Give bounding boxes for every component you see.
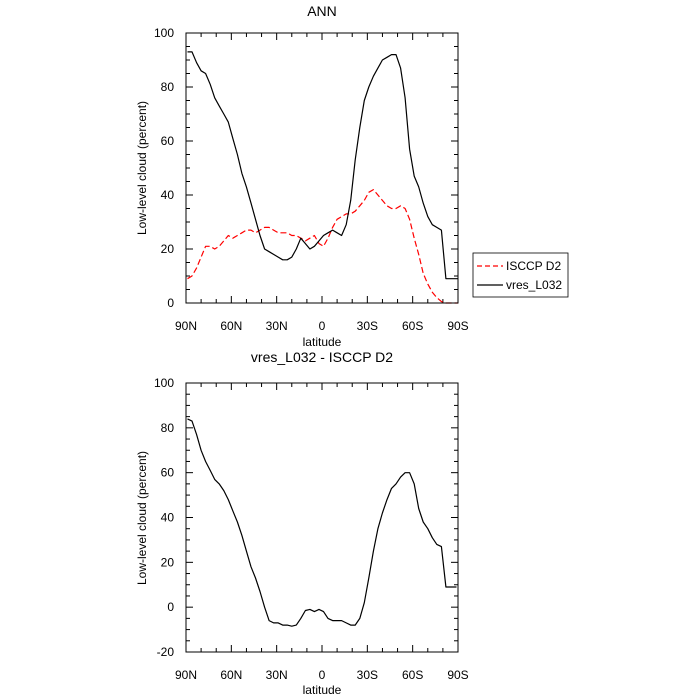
series-line-vres-l032-isccp-d2 xyxy=(187,418,457,627)
legend-label-vres: vres_L032 xyxy=(506,278,562,292)
x-tick-label: 60N xyxy=(220,668,242,682)
x-tick-label: 60S xyxy=(402,668,423,682)
legend-label-isccp: ISCCP D2 xyxy=(506,259,561,273)
x-axis-label: latitude xyxy=(303,335,342,349)
plot-frame xyxy=(185,32,459,304)
top-chart-panel: ANN Low-level cloud (percent) latitude 9… xyxy=(135,3,469,349)
x-tick-label: 0 xyxy=(319,668,326,682)
x-tick-label: 0 xyxy=(319,319,326,333)
tick-marks: 90N 60N 30N 0 30S 60S 90S 0 20 40 60 80 100 xyxy=(154,26,469,333)
plot-frame xyxy=(185,382,459,653)
y-tick-label: 20 xyxy=(161,242,175,256)
x-tick-label: 30S xyxy=(357,668,378,682)
y-tick-label: 20 xyxy=(161,555,175,569)
x-tick-label: 90N xyxy=(175,319,197,333)
y-tick-label: 40 xyxy=(161,511,175,525)
chart-title: vres_L032 - ISCCP D2 xyxy=(251,349,393,365)
x-tick-label: 30N xyxy=(266,668,288,682)
legend: ISCCP D2 vres_L032 xyxy=(472,252,569,298)
x-axis-label: latitude xyxy=(303,683,342,697)
x-tick-label: 90S xyxy=(447,319,468,333)
legend-box xyxy=(472,252,569,298)
y-tick-label: 60 xyxy=(161,134,175,148)
y-tick-label: 100 xyxy=(154,26,174,40)
y-tick-label: 40 xyxy=(161,188,175,202)
x-tick-label: 30S xyxy=(357,319,378,333)
y-tick-label: 0 xyxy=(167,600,174,614)
series-line-isccp-d2 xyxy=(187,189,458,304)
x-tick-label: 90S xyxy=(447,668,468,682)
y-axis-label: Low-level cloud (percent) xyxy=(135,101,149,235)
y-tick-label: 60 xyxy=(161,466,175,480)
series-lines xyxy=(187,51,458,304)
y-tick-label: -20 xyxy=(157,645,175,659)
chart-title: ANN xyxy=(307,3,337,19)
y-tick-label: 0 xyxy=(167,296,174,310)
x-tick-label: 60S xyxy=(402,319,423,333)
series-line-vres-l032 xyxy=(187,51,458,280)
series-lines xyxy=(187,418,457,627)
y-tick-label: 80 xyxy=(161,421,175,435)
x-tick-label: 30N xyxy=(266,319,288,333)
tick-marks: 90N 60N 30N 0 30S 60S 90S -20 0 20 40 60 80 100 xyxy=(154,376,469,682)
x-tick-label: 90N xyxy=(175,668,197,682)
bottom-chart-panel: vres_L032 - ISCCP D2 Low-level cloud (pe… xyxy=(135,349,469,697)
y-axis-label: Low-level cloud (percent) xyxy=(135,451,149,585)
x-tick-label: 60N xyxy=(220,319,242,333)
y-tick-label: 80 xyxy=(161,80,175,94)
y-tick-label: 100 xyxy=(154,376,174,390)
